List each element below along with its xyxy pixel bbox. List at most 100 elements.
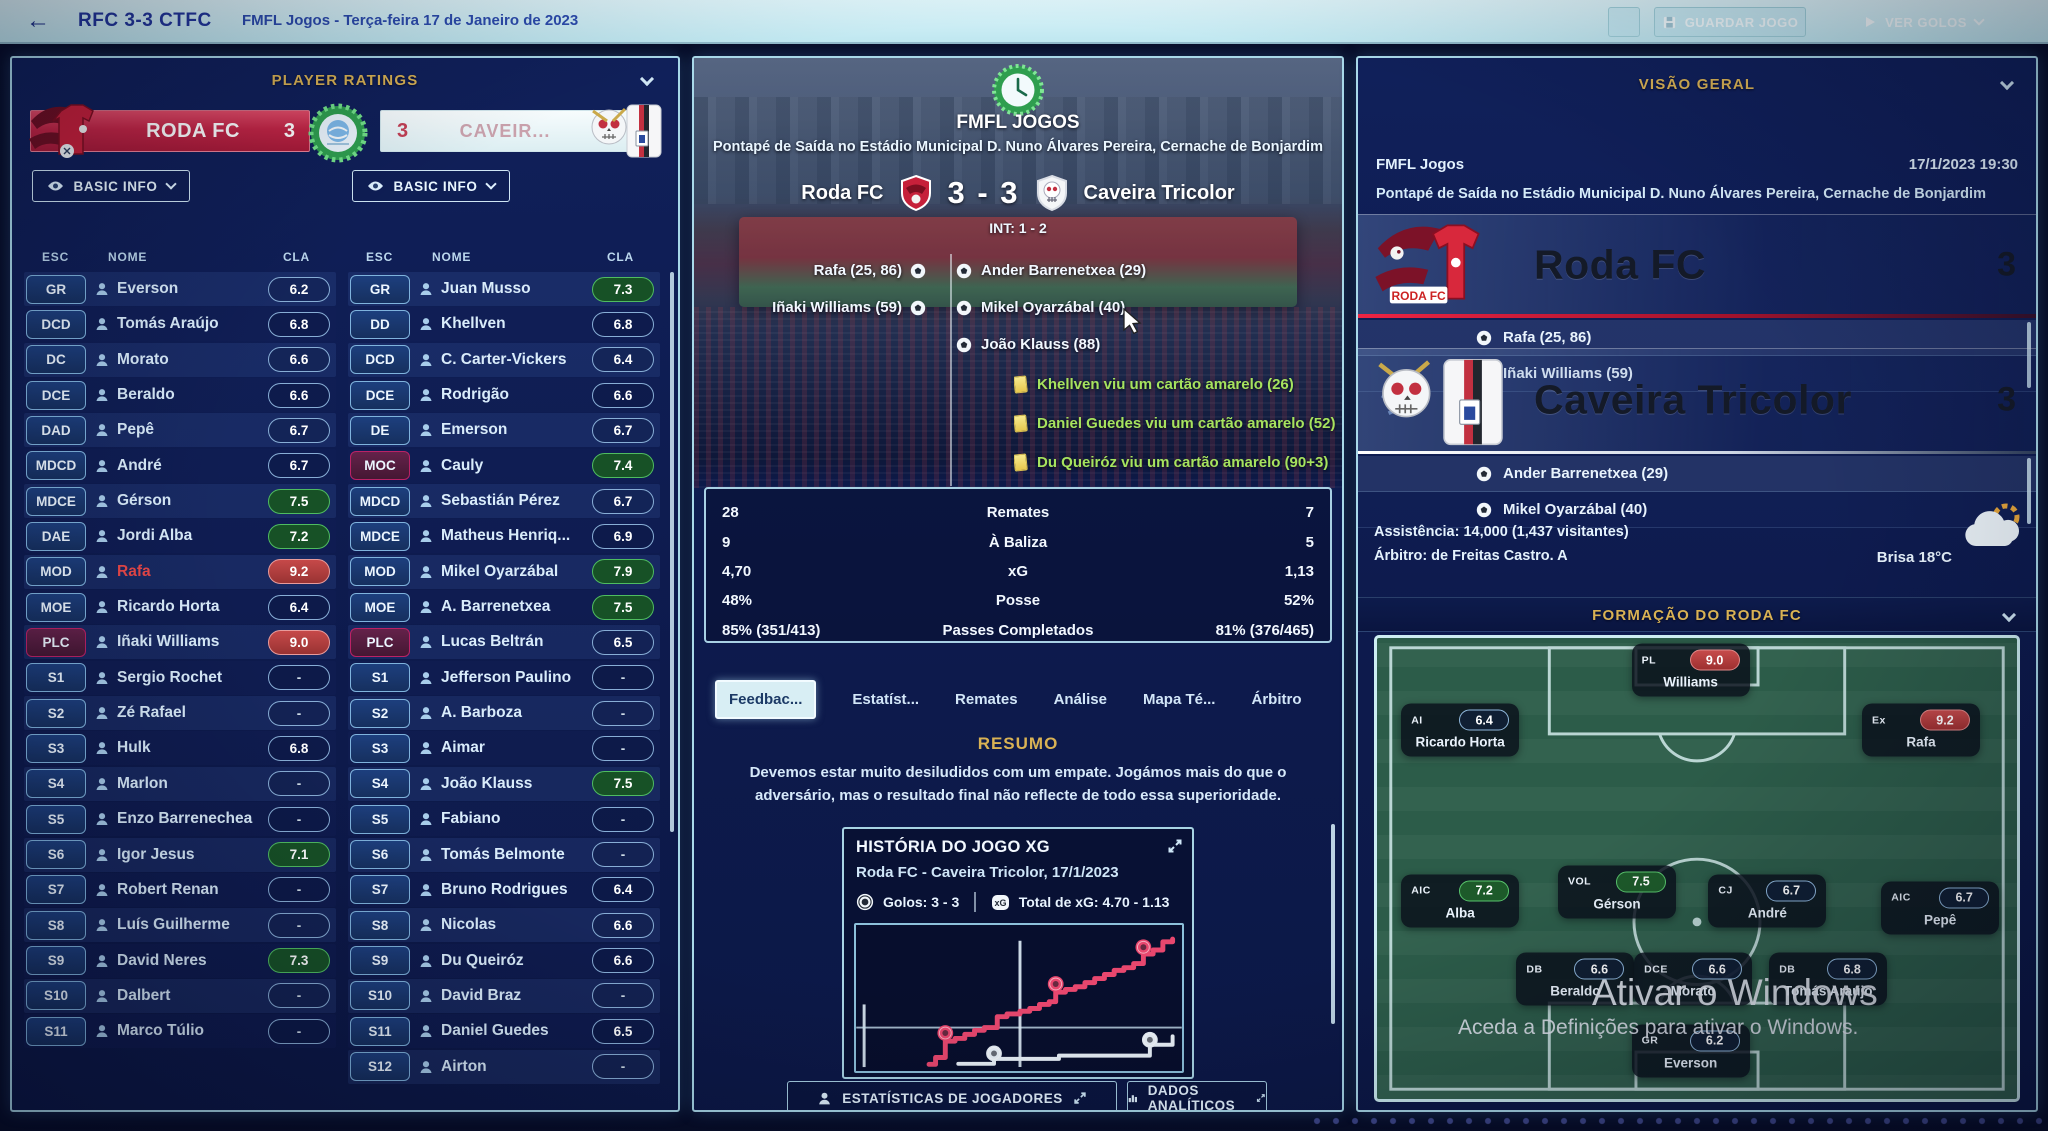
formation-player-chip[interactable]: PL 9.0 Williams (1631, 643, 1750, 697)
home-team-bar[interactable]: RODA FC 3 (29, 104, 310, 158)
formation-player-chip[interactable]: Ex 9.2 Rafa (1862, 703, 1980, 757)
player-row[interactable]: DE Emerson 6.7 (348, 413, 660, 448)
player-row[interactable]: S1 Jefferson Paulino - (348, 660, 660, 695)
player-row[interactable]: DAE Jordi Alba 7.2 (24, 519, 336, 554)
back-button[interactable]: ← (26, 7, 50, 34)
player-row[interactable]: MOC Cauly 7.4 (348, 448, 660, 483)
match-tab[interactable]: Remates (955, 690, 1018, 708)
player-row[interactable]: S10 Dalbert - (24, 978, 336, 1013)
match-panel-scrollbar[interactable] (1331, 824, 1335, 1024)
player-row[interactable]: S3 Aimar - (348, 731, 660, 766)
player-row[interactable]: MDCE Matheus Henriq... 6.9 (348, 519, 660, 554)
column-header-cla[interactable]: CLA (606, 250, 634, 264)
expand-icon[interactable] (1167, 838, 1183, 859)
away-team-bar[interactable]: 3 CAVEIR... (380, 104, 662, 158)
player-row[interactable]: S4 João Klauss 7.5 (348, 766, 660, 801)
player-row[interactable]: DD Khellven 6.8 (348, 307, 660, 342)
player-row[interactable]: S1 Sergio Rochet - (24, 660, 336, 695)
player-row[interactable]: S12 Airton - (348, 1049, 660, 1084)
player-row[interactable]: S10 David Braz - (348, 978, 660, 1013)
player-row[interactable]: S11 Marco Túlio - (24, 1014, 336, 1049)
column-header-nome[interactable]: NOME (432, 250, 472, 264)
away-table-scrollbar[interactable] (670, 272, 674, 832)
player-row[interactable]: DCD Tomás Araújo 6.8 (24, 307, 336, 342)
player-row[interactable]: S6 Tomás Belmonte - (348, 837, 660, 872)
player-row[interactable]: S8 Nicolas 6.6 (348, 908, 660, 943)
column-header-cla[interactable]: CLA (282, 250, 310, 264)
player-row[interactable]: DC Morato 6.6 (24, 342, 336, 377)
player-face-icon (94, 847, 110, 863)
formation-player-chip[interactable]: DCE 6.6 Morato (1634, 952, 1753, 1006)
scorer-row[interactable]: Mikel Oyarzábal (40) (1358, 492, 2036, 528)
player-row[interactable]: GR Everson 6.2 (24, 272, 336, 306)
player-row[interactable]: DCE Beraldo 6.6 (24, 378, 336, 413)
player-row[interactable]: S7 Robert Renan - (24, 872, 336, 907)
player-row[interactable]: S11 Daniel Guedes 6.5 (348, 1014, 660, 1049)
topbar-ghost-button[interactable] (1608, 7, 1640, 37)
away-scorers-scrollbar[interactable] (2027, 458, 2031, 524)
player-row[interactable]: S9 Du Queiróz 6.6 (348, 943, 660, 978)
player-row[interactable]: S3 Hulk 6.8 (24, 731, 336, 766)
scoreline-home-name[interactable]: Roda FC (801, 181, 884, 204)
match-tab[interactable]: Análise (1053, 690, 1107, 708)
column-header-nome[interactable]: NOME (108, 250, 148, 264)
formation-player-chip[interactable]: VOL 7.5 Gérson (1558, 865, 1676, 919)
player-row[interactable]: MOD Rafa 9.2 (24, 554, 336, 589)
scorer-row[interactable]: Rafa (25, 86) (1358, 320, 2036, 356)
rating-badge: 7.5 (592, 594, 654, 620)
rating-badge: 6.8 (268, 735, 330, 761)
player-row[interactable]: DAD Pepê 6.7 (24, 413, 336, 448)
player-row[interactable]: DCD C. Carter-Vickers 6.4 (348, 342, 660, 377)
chip-player-name: Alba (1445, 905, 1475, 921)
league-badge-icon (308, 103, 368, 163)
player-row[interactable]: S5 Fabiano - (348, 802, 660, 837)
player-row[interactable]: S6 Igor Jesus 7.1 (24, 837, 336, 872)
position-badge: DC (26, 345, 86, 375)
basic-info-dropdown-away[interactable]: BASIC INFO (352, 170, 510, 202)
home-scorers-scrollbar[interactable] (2027, 322, 2031, 388)
formation-player-chip[interactable]: GR 6.2 Everson (1631, 1024, 1750, 1078)
formation-player-chip[interactable]: AI 6.4 Ricardo Horta (1401, 703, 1520, 757)
player-row[interactable]: S4 Marlon - (24, 766, 336, 801)
scorer-row[interactable]: Ander Barrenetxea (29) (1358, 456, 2036, 492)
player-row[interactable]: S2 A. Barboza - (348, 696, 660, 731)
player-row[interactable]: S9 David Neres 7.3 (24, 943, 336, 978)
match-tab[interactable]: Árbitro (1251, 690, 1302, 708)
column-header-esc[interactable]: ESC (366, 250, 394, 264)
player-row[interactable]: S7 Bruno Rodrigues 6.4 (348, 872, 660, 907)
view-goals-button[interactable]: VER GOLOS (1838, 7, 2008, 37)
player-row[interactable]: S8 Luís Guilherme - (24, 908, 336, 943)
player-row[interactable]: MDCD André 6.7 (24, 448, 336, 483)
player-row[interactable]: GR Juan Musso 7.3 (348, 272, 660, 306)
player-row[interactable]: MOE A. Barrenetxea 7.5 (348, 590, 660, 625)
player-row[interactable]: S5 Enzo Barrenechea - (24, 802, 336, 837)
match-tab[interactable]: Mapa Té... (1142, 690, 1216, 708)
player-row[interactable]: MDCE Gérson 7.5 (24, 484, 336, 519)
xg-chart[interactable] (854, 923, 1184, 1073)
basic-info-dropdown-home[interactable]: BASIC INFO (32, 170, 190, 202)
save-game-button[interactable]: GUARDAR JOGO (1654, 7, 1806, 37)
match-tab[interactable]: Estatíst... (852, 690, 920, 708)
home-team-block[interactable]: RODA FC Roda FC 3 (1358, 214, 2036, 314)
player-row[interactable]: PLC Lucas Beltrán 6.5 (348, 625, 660, 660)
player-row[interactable]: PLC Iñaki Williams 9.0 (24, 625, 336, 660)
scoreline-away-name[interactable]: Caveira Tricolor (1083, 181, 1235, 204)
analytics-button[interactable]: DADOS ANALÍTICOS (1127, 1081, 1267, 1110)
formation-player-chip[interactable]: DB 6.6 Beraldo (1516, 952, 1635, 1006)
formation-player-chip[interactable]: AIC 7.2 Alba (1401, 874, 1520, 928)
formation-player-chip[interactable]: CJ 6.7 André (1708, 874, 1827, 928)
player-row[interactable]: MOE Ricardo Horta 6.4 (24, 590, 336, 625)
formation-player-chip[interactable]: DB 6.8 Tomás Araújo (1769, 952, 1888, 1006)
eye-icon (368, 181, 384, 191)
away-team-block[interactable]: Caveira Tricolor 3 (1358, 348, 2036, 451)
match-tab[interactable]: Feedbac... (715, 679, 817, 719)
column-header-esc[interactable]: ESC (42, 250, 70, 264)
player-row[interactable]: MDCD Sebastián Pérez 6.7 (348, 484, 660, 519)
rating-badge: 6.8 (268, 311, 330, 337)
player-row[interactable]: DCE Rodrigão 6.6 (348, 378, 660, 413)
formation-player-chip[interactable]: AIC 6.7 Pepê (1881, 881, 2000, 935)
player-name: Nicolas (441, 916, 497, 934)
player-row[interactable]: MOD Mikel Oyarzábal 7.9 (348, 554, 660, 589)
player-stats-button[interactable]: ESTATÍSTICAS DE JOGADORES (787, 1081, 1117, 1110)
player-row[interactable]: S2 Zé Rafael - (24, 696, 336, 731)
